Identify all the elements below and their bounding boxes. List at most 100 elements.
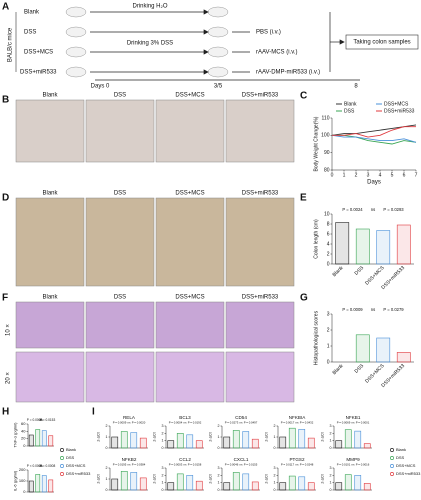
y-tick-label: 0 (23, 443, 26, 448)
significance: P = 0.0293 (383, 207, 404, 212)
timeline-label: Days 0 (91, 84, 110, 90)
legend-label: DSS+miR533 (396, 471, 421, 476)
significance: P = 0.0017 (281, 421, 295, 425)
chart-title: PTGS2 (289, 457, 305, 462)
x-tick-label: 5 (391, 172, 394, 178)
y-tick-label: 60 (21, 421, 26, 426)
y-tick-label: 1 (330, 481, 332, 485)
significance: P = 0.0273 (225, 421, 239, 425)
y-tick-label: 2 (330, 473, 332, 477)
bar (344, 429, 352, 449)
bar (288, 427, 296, 449)
photo (85, 99, 155, 163)
legend-label: DSS (66, 455, 75, 460)
panel-label: F (2, 293, 8, 304)
bar (279, 482, 287, 491)
significance: P = 0.0024 (342, 207, 363, 212)
y-tick-label: 0 (162, 488, 164, 492)
y-tick-label: 3 (330, 424, 332, 428)
panel-label: D (2, 193, 9, 204)
bar (41, 430, 47, 447)
significance: P = 0.0432 (300, 421, 314, 425)
bar (176, 433, 184, 449)
bar (232, 472, 240, 491)
significance: P = 0.0003 (169, 463, 183, 467)
significance: P < 0.0001 (27, 464, 43, 468)
bar (111, 478, 119, 491)
photo-label: DSS+MCS (175, 93, 204, 99)
photo (155, 351, 225, 403)
y-tick-label: 2 (162, 473, 164, 477)
significance: ns (240, 421, 244, 425)
significance: ns (128, 421, 132, 425)
significance: ns (39, 464, 43, 468)
significance: P = 0.0279 (383, 307, 404, 312)
bar (307, 482, 315, 491)
significance: P = 0.0497 (244, 421, 258, 425)
bar (354, 430, 362, 449)
y-tick-label: 3 (327, 311, 330, 317)
x-tick-label: 2 (355, 172, 358, 178)
bar (298, 428, 306, 449)
photo-label: DSS (114, 191, 126, 197)
legend-label: DSS+miR533 (66, 471, 91, 476)
arrows (90, 9, 360, 81)
y-tick-label: 6 (327, 231, 330, 237)
x-tick-label: DSS (354, 363, 366, 375)
timeline-label: 3/5 (214, 84, 223, 90)
x-tick-label: Blank (332, 265, 345, 278)
bar (223, 436, 231, 449)
significance: P = 0.0155 (244, 463, 258, 467)
bar (28, 434, 34, 447)
y-tick-label: 4 (327, 241, 330, 247)
y-axis-label: 2-ΔCt (264, 474, 268, 483)
bar (251, 481, 259, 491)
y-tick-label: 1 (218, 435, 220, 439)
y-tick-label: 0 (218, 488, 220, 492)
photo-row: Blank DSS DSS+MCS DSS+miR533 (15, 93, 295, 163)
x-tick-label: 0 (331, 172, 334, 178)
significance: ns (296, 421, 300, 425)
photo-label: DSS+miR533 (242, 295, 279, 301)
bar (35, 429, 41, 447)
photo-label: Blank (42, 191, 58, 197)
y-tick-label: 100 (321, 133, 330, 139)
significance: ns (352, 421, 356, 425)
line-series (331, 134, 417, 143)
y-tick-label: 0 (23, 489, 26, 494)
timeline-label: 8 (354, 84, 358, 90)
photo (155, 197, 225, 287)
significance: P = 0.0016 (356, 463, 370, 467)
y-axis-label: 2-ΔCt (96, 432, 100, 441)
group-label: DSS+miR533 (20, 70, 57, 76)
y-tick-label: 2 (218, 424, 220, 428)
y-tick-label: 8 (327, 221, 330, 227)
bar (335, 482, 343, 491)
y-tick-label: 1 (327, 343, 330, 349)
line-series (332, 134, 417, 145)
photo-label: DSS (114, 93, 126, 99)
x-tick-label: DSS (354, 265, 366, 277)
panel-label: B (2, 95, 9, 106)
bar (376, 230, 391, 265)
legend-label: DSS+miR533 (384, 108, 415, 114)
legend-label: DSS (396, 455, 405, 460)
photo-row: Blank DSS DSS+MCS DSS+miR533 (15, 191, 295, 287)
y-tick-label: 3 (274, 466, 276, 470)
bar (167, 440, 175, 449)
panel-label: H (2, 407, 9, 418)
y-axis-label: Colon length (cm) (313, 219, 319, 259)
significance: P = 0.0009 (113, 421, 127, 425)
significance: P = 0.0248 (300, 463, 314, 467)
significance: P = 0.0006 (27, 418, 43, 422)
y-tick-label: 0 (330, 488, 332, 492)
photo (85, 301, 155, 349)
y-tick-label: 0 (327, 359, 330, 365)
significance: P = 0.0192 (188, 421, 202, 425)
y-axis-label: Body Weight Change(%) (313, 116, 319, 171)
bar (335, 440, 343, 449)
y-tick-label: 0 (162, 446, 164, 450)
y-tick-label: 3 (162, 424, 164, 428)
outcome-box (345, 34, 419, 50)
